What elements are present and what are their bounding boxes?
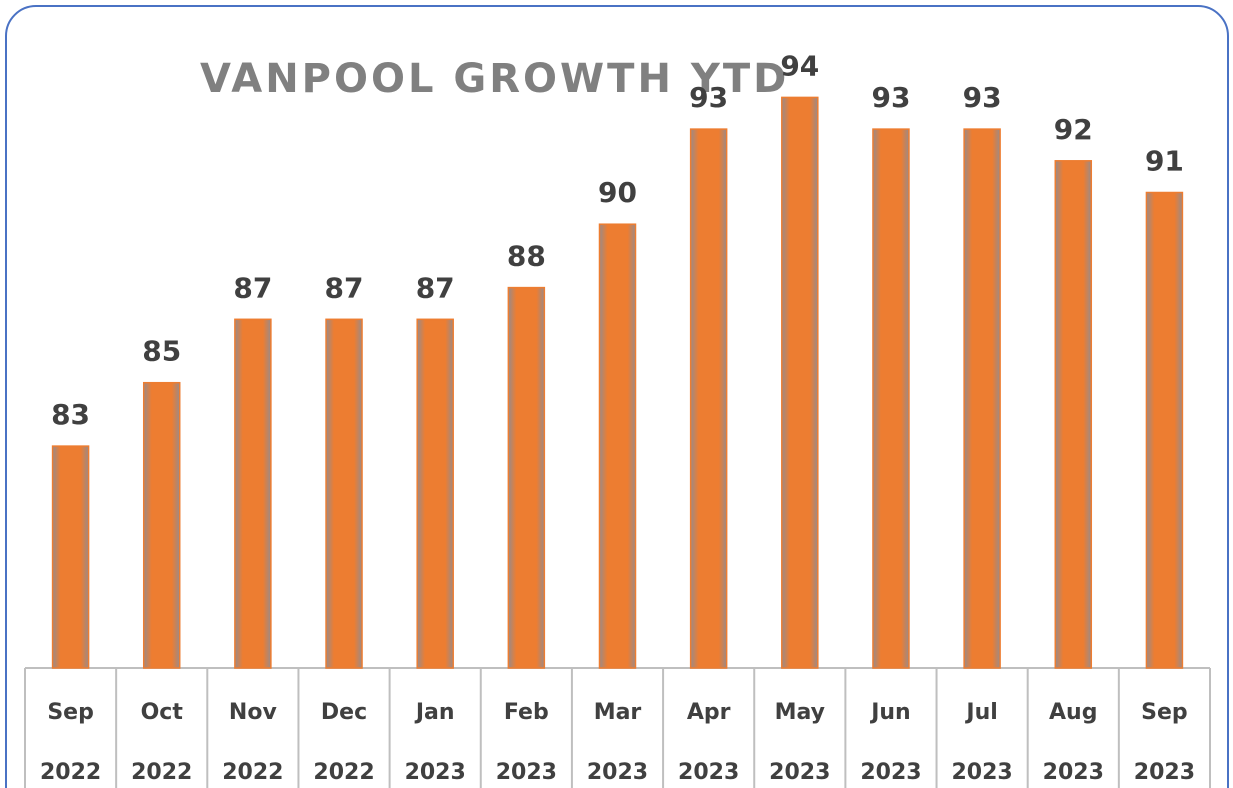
x-tick-label: Apr 2023 xyxy=(678,700,740,785)
bar xyxy=(963,128,1001,669)
x-tick-label: Jul 2023 xyxy=(951,700,1013,785)
bar xyxy=(142,381,181,669)
bar xyxy=(689,128,728,669)
data-label: 91 xyxy=(1145,145,1184,178)
data-label: 90 xyxy=(598,176,637,209)
data-label: 85 xyxy=(142,335,181,368)
bar xyxy=(51,445,90,669)
x-tick-label: Oct 2022 xyxy=(131,700,193,785)
data-label: 87 xyxy=(416,271,455,304)
bar xyxy=(781,96,819,669)
x-tick-label: Aug 2023 xyxy=(1042,700,1104,785)
bar xyxy=(872,128,910,669)
bar xyxy=(325,318,363,669)
bar xyxy=(507,286,546,669)
x-tick-label: Sep 2022 xyxy=(39,700,102,785)
data-label: 83 xyxy=(51,398,90,431)
bar xyxy=(598,223,637,669)
data-label: 92 xyxy=(1054,113,1093,146)
data-label: 93 xyxy=(963,81,1002,114)
bar xyxy=(1145,191,1184,669)
bar xyxy=(1054,160,1093,669)
chart-title: VANPOOL GROWTH YTD xyxy=(200,56,789,102)
bar xyxy=(234,318,272,669)
x-tick-label: Sep 2023 xyxy=(1133,700,1196,785)
x-tick-label: Jun 2023 xyxy=(860,700,922,785)
x-tick-label: Nov 2022 xyxy=(222,700,284,785)
data-label: 93 xyxy=(871,81,910,114)
bar xyxy=(416,318,454,669)
chart-border xyxy=(5,5,1229,788)
x-tick-label: Dec 2022 xyxy=(313,700,375,785)
data-label: 87 xyxy=(325,271,364,304)
data-label: 94 xyxy=(780,49,819,82)
x-tick-label: Jan 2023 xyxy=(404,700,466,785)
x-tick-label: Feb 2023 xyxy=(495,700,557,785)
data-label: 88 xyxy=(507,240,546,273)
x-tick-label: Mar 2023 xyxy=(586,700,649,785)
data-label: 87 xyxy=(233,271,272,304)
x-tick-label: May 2023 xyxy=(769,700,831,785)
data-label: 93 xyxy=(689,81,728,114)
